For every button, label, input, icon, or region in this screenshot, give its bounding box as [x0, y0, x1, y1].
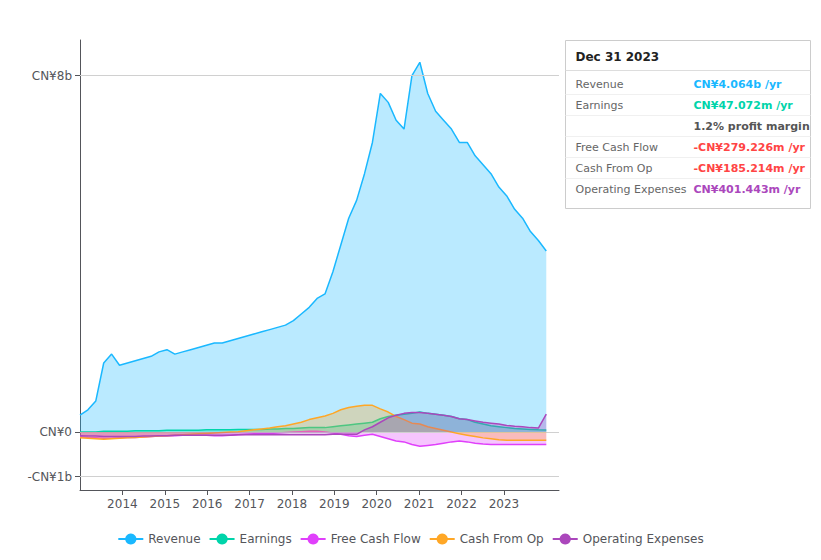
svg-text:2019: 2019	[319, 497, 350, 511]
svg-text:2020: 2020	[361, 497, 392, 511]
svg-text:2017: 2017	[234, 497, 265, 511]
svg-text:CN¥401.443m /yr: CN¥401.443m /yr	[694, 183, 802, 196]
svg-text:2018: 2018	[277, 497, 308, 511]
svg-text:-CN¥185.214m /yr: -CN¥185.214m /yr	[694, 162, 806, 175]
svg-text:CN¥0: CN¥0	[39, 425, 72, 439]
svg-text:Revenue: Revenue	[148, 532, 200, 546]
svg-text:Revenue: Revenue	[576, 78, 624, 91]
svg-text:CN¥8b: CN¥8b	[32, 69, 72, 83]
svg-text:Earnings: Earnings	[240, 532, 292, 546]
svg-text:Free Cash Flow: Free Cash Flow	[331, 532, 421, 546]
svg-text:Cash From Op: Cash From Op	[576, 162, 653, 175]
svg-text:2023: 2023	[489, 497, 520, 511]
svg-text:-CN¥1b: -CN¥1b	[27, 470, 72, 484]
svg-text:Cash From Op: Cash From Op	[460, 532, 544, 546]
svg-text:CN¥4.064b /yr: CN¥4.064b /yr	[694, 78, 783, 91]
svg-text:2022: 2022	[446, 497, 477, 511]
svg-text:Operating Expenses: Operating Expenses	[576, 183, 687, 196]
svg-text:2016: 2016	[192, 497, 223, 511]
svg-text:Operating Expenses: Operating Expenses	[583, 532, 704, 546]
svg-text:1.2% profit margin: 1.2% profit margin	[694, 120, 810, 133]
svg-text:2021: 2021	[404, 497, 435, 511]
svg-text:Earnings: Earnings	[576, 99, 624, 112]
svg-text:2015: 2015	[150, 497, 181, 511]
svg-text:CN¥47.072m /yr: CN¥47.072m /yr	[694, 99, 794, 112]
svg-text:Free Cash Flow: Free Cash Flow	[576, 141, 659, 154]
svg-text:-CN¥279.226m /yr: -CN¥279.226m /yr	[694, 141, 806, 154]
svg-text:Dec 31 2023: Dec 31 2023	[576, 50, 660, 64]
svg-text:2014: 2014	[107, 497, 138, 511]
